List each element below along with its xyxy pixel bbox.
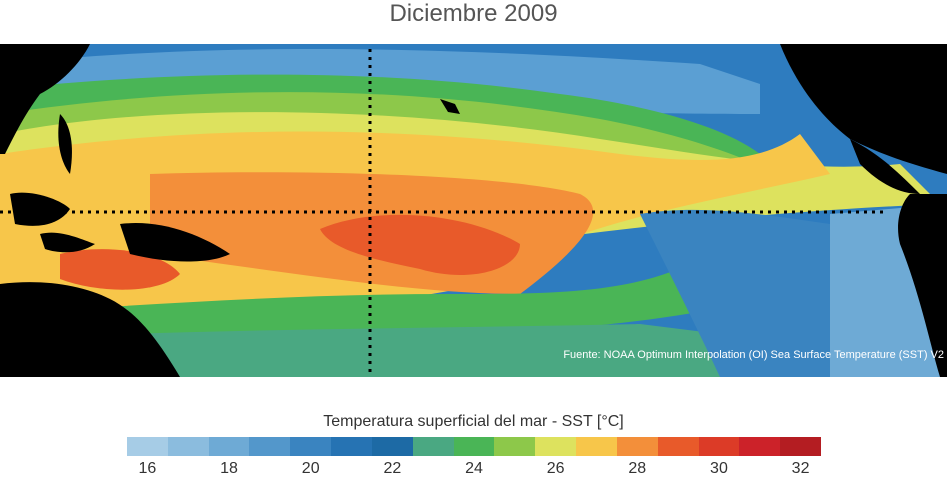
colorbar-swatch: [331, 437, 372, 456]
land-australia: [0, 282, 180, 377]
colorbar-swatch: [739, 437, 781, 456]
band-blue-east: [640, 209, 830, 377]
band-redorange-west: [60, 249, 180, 290]
colorbar-tick-label: 26: [546, 460, 565, 477]
colorbar-swatch: [412, 437, 454, 456]
colorbar-swatch: [576, 437, 617, 456]
land-indonesia-1: [10, 192, 70, 226]
colorbar-tick-label: 24: [465, 460, 483, 477]
colorbar-swatch: [208, 437, 250, 456]
band-teal-south: [0, 324, 720, 377]
colorbar-tick-label: 16: [138, 460, 157, 477]
colorbar-ticks: 16 18 20 22 24 26 28 30 32: [0, 460, 947, 480]
band-redorange-center: [320, 214, 520, 275]
colorbar-swatch: [127, 437, 168, 456]
colorbar-label: Temperatura superficial del mar - SST [°…: [323, 413, 624, 430]
colorbar-swatch: [535, 437, 577, 456]
colorbar: [127, 437, 822, 456]
colorbar-swatch: [371, 437, 413, 456]
band-green-south: [0, 244, 740, 344]
colorbar-swatch: [698, 437, 740, 456]
land-north-america: [780, 44, 947, 174]
colorbar-tick-label: 22: [383, 460, 402, 477]
land-philippines: [58, 114, 72, 174]
colorbar-tick-label: 20: [301, 460, 320, 477]
colorbar-swatch: [494, 437, 536, 456]
colorbar-tick-label: 32: [791, 460, 810, 477]
colorbar-tick-label: 18: [220, 460, 238, 477]
land-hawaii: [440, 99, 460, 114]
colorbar-swatch: [249, 437, 291, 456]
data-source-text: Fuente: NOAA Optimum Interpolation (OI) …: [563, 349, 944, 361]
map-title: Diciembre 2009: [389, 0, 558, 27]
colorbar-swatch: [453, 437, 495, 456]
colorbar-tick-label: 30: [710, 460, 728, 477]
sst-map: [0, 44, 947, 377]
land-indonesia-2: [40, 232, 95, 253]
colorbar-swatch: [616, 437, 658, 456]
land-asia: [0, 44, 90, 154]
land-south-america: [898, 194, 947, 377]
colorbar-swatch: [657, 437, 699, 456]
colorbar-tick-label: 28: [628, 460, 647, 477]
colorbar-swatch: [290, 437, 332, 456]
land-new-guinea: [120, 223, 230, 262]
land-central-america: [850, 139, 920, 194]
colorbar-swatch: [167, 437, 209, 456]
colorbar-swatch: [780, 437, 822, 456]
